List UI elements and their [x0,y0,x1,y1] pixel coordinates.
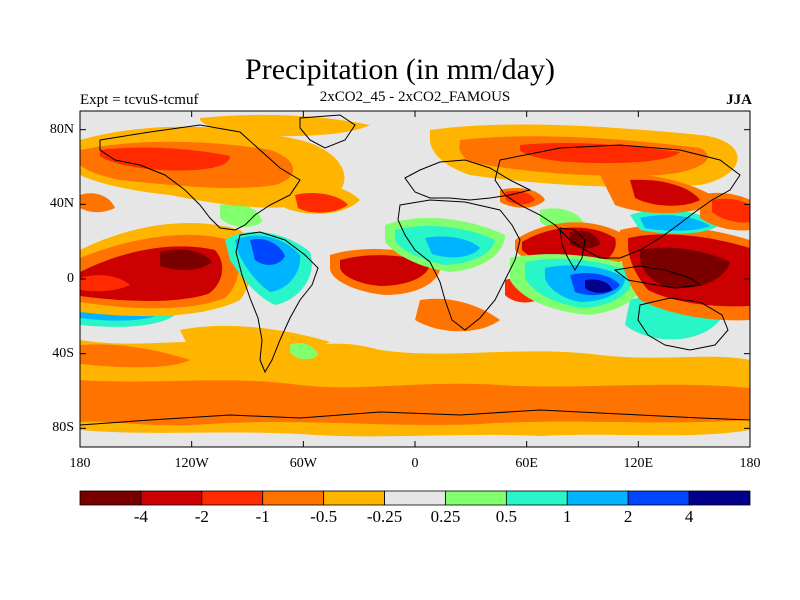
contour-caribbean-green [220,203,262,227]
latitude-ticks [80,129,750,429]
contour-asia-red [630,179,700,206]
contour-npac-red [712,198,750,223]
coast-south-america [235,231,319,374]
season-label: JJA [726,92,752,108]
coast-india [559,227,586,271]
coast-greenland [299,114,356,149]
longitude-ticks [79,111,751,447]
chart-title: Precipitation (in mm/day) [245,53,555,86]
colorbar-swatch [566,490,629,506]
lat-tick-label: 80N [49,121,74,137]
contour-eq-atlantic-red [340,255,430,286]
contour-north-atlantic-red [295,193,348,213]
colorbar-label: -1 [255,507,270,526]
colorbar-swatch [688,490,751,506]
colorbar-label: -2 [194,507,209,526]
coast-antarctica [80,409,750,426]
contour-eq-pacific-darkred [160,249,212,271]
colorbar-swatch [262,490,325,506]
lon-tick-label: 0 [411,456,419,471]
colorbar-label: -0.5 [310,507,338,526]
colorbar [79,490,751,506]
coast-europe [404,159,532,201]
contour-south-orange [80,380,750,426]
colorbar-swatch [201,490,264,506]
map-field [80,111,750,447]
lon-tick-label: 120E [623,456,654,471]
contour-africa-blue [425,236,480,258]
lat-tick-label: 40N [49,196,74,212]
lat-tick-label: 80S [52,420,74,436]
coast-asia [494,144,741,259]
coast-north-america [99,124,301,231]
colorbar-swatch [323,490,385,506]
lon-tick-label: 60E [515,456,538,471]
colorbar-label: -4 [133,507,148,526]
colorbar-label: 1 [563,507,572,526]
lon-tick-label: 180 [739,456,761,471]
lon-tick-label: 60W [289,456,317,471]
colorbar-swatch [505,490,568,506]
colorbar-label: -0.25 [366,507,403,526]
coastlines [80,114,750,426]
contour-south-orange-2 [80,344,190,368]
contour-north-red [100,147,230,171]
contour-eq-pacific-orange-west [80,275,130,292]
colorbar-label: 4 [684,507,694,526]
coast-australia [637,297,729,351]
lat-tick-label: 0 [67,271,74,286]
colorbar-label: 0.5 [495,507,517,526]
colorbar-swatch [79,490,142,506]
contour-indian-south-orange [415,298,500,332]
colorbar-swatch [384,490,446,506]
contour-arctic-yellow [200,114,370,137]
lon-tick-label: 180 [69,456,91,471]
contour-atlantic-cyan [290,343,318,360]
colorbar-swatch [445,490,507,506]
contour-indian-navy [585,279,612,293]
experiment-label: Expt = tcvuS-tcmuf [80,92,199,108]
lon-tick-label: 120W [174,456,209,471]
contour-wpac-darkred [640,247,730,289]
contour-wpac-north-blue [640,215,710,231]
lat-tick-label: 40S [52,345,74,361]
coast-africa [397,199,521,331]
colorbar-label: 0.25 [430,507,461,526]
colorbar-label: 2 [623,507,633,526]
coast-indonesia [613,265,702,289]
contour-amazon-darkblue [250,238,285,265]
colorbar-swatch [627,490,690,506]
contour-north-atlantic-orange-2 [80,193,115,213]
colorbar-swatch [140,490,203,506]
comparison-label: 2xCO2_45 - 2xCO2_FAMOUS [319,89,511,105]
